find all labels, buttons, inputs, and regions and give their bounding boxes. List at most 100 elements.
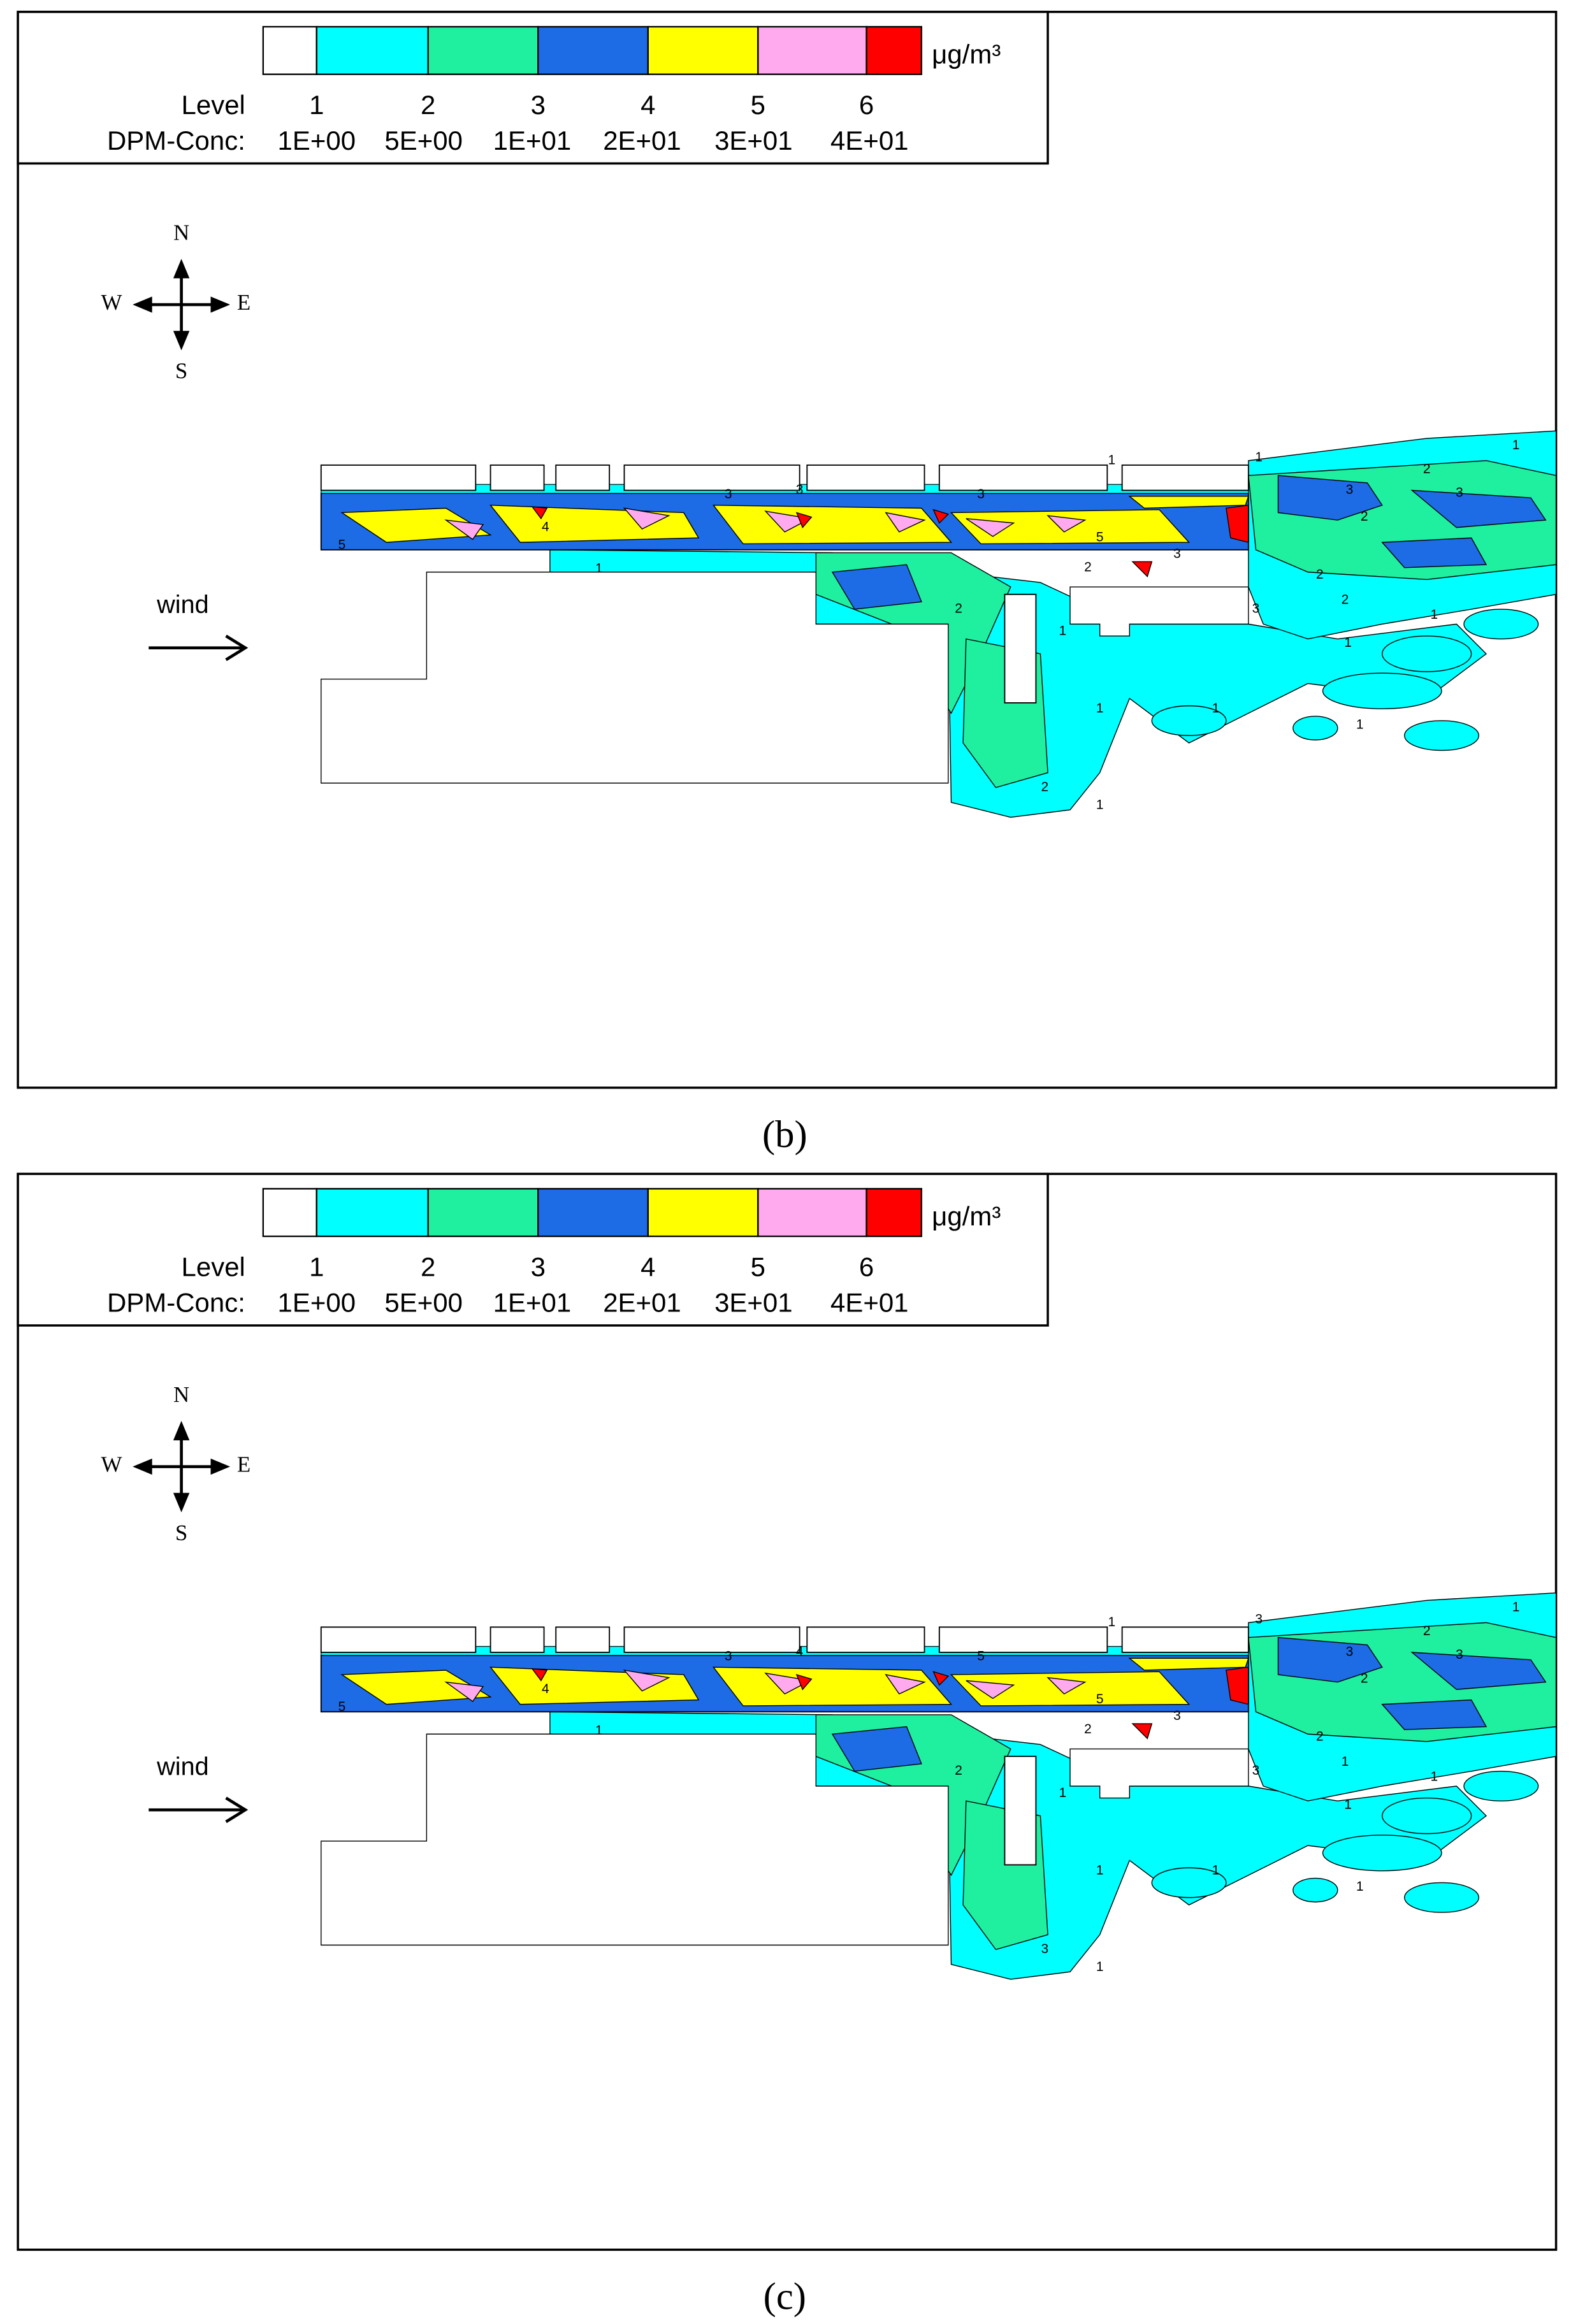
contour-label: 2 — [955, 1763, 962, 1778]
legend-swatch — [315, 1188, 429, 1238]
wind-arrow — [225, 1796, 249, 1823]
legend-swatch — [865, 25, 923, 75]
legend-conc: 3E+01 — [714, 1287, 793, 1317]
contour — [1381, 1699, 1488, 1730]
contour-label: 1 — [1431, 607, 1438, 622]
legend-swatch — [647, 1188, 759, 1238]
contour-label: 3 — [1346, 482, 1354, 497]
building — [1121, 1626, 1249, 1653]
contour-label: 5 — [338, 1700, 346, 1714]
contour-label: 5 — [338, 537, 346, 552]
contour — [831, 1726, 922, 1772]
contour — [1226, 1666, 1249, 1705]
contour — [1131, 561, 1153, 578]
contour-label: 3 — [1456, 1647, 1463, 1662]
compass-s: S — [175, 358, 187, 383]
contour-label: 3 — [1255, 1612, 1263, 1626]
contour — [531, 1668, 548, 1682]
contour — [444, 519, 484, 540]
caption: (b) — [762, 1113, 807, 1156]
contour-label: 4 — [796, 1645, 804, 1659]
compass-arrow — [210, 296, 231, 313]
contour-label: 1 — [595, 561, 603, 576]
building — [321, 572, 949, 784]
contour — [531, 506, 548, 520]
contour-label: 1 — [1356, 717, 1364, 732]
legend-swatch — [647, 25, 759, 75]
compass-n: N — [173, 1382, 189, 1407]
legend-swatch — [262, 1188, 317, 1238]
compass-arrow — [173, 259, 190, 278]
compass-arrow — [173, 331, 190, 350]
contour-label: 1 — [1255, 450, 1263, 465]
contour-label: 1 — [1096, 701, 1104, 716]
contour — [831, 564, 922, 610]
building — [555, 1626, 611, 1653]
building — [623, 1626, 800, 1653]
legend-swatch — [262, 25, 317, 75]
building — [321, 1733, 949, 1946]
legend-level: 4 — [641, 90, 655, 120]
contour — [1404, 720, 1480, 751]
contour — [623, 507, 670, 530]
contour — [1463, 609, 1539, 640]
wind-arrow — [225, 635, 249, 661]
contour — [1404, 1882, 1480, 1913]
contour-label: 3 — [725, 487, 732, 502]
compass-arrow — [173, 1420, 190, 1441]
building — [1121, 464, 1249, 491]
contour — [1463, 1770, 1539, 1801]
building — [623, 464, 800, 491]
contour-label: 1 — [1096, 1960, 1104, 1974]
contour-label: 2 — [1361, 509, 1368, 524]
contour — [1131, 1723, 1153, 1740]
building — [1004, 593, 1037, 704]
contour — [885, 1673, 926, 1695]
legend-swatch — [757, 1188, 867, 1238]
legend-conc: 1E+01 — [493, 126, 572, 155]
legend-conc: 2E+01 — [603, 1287, 681, 1317]
contour-label: 3 — [796, 482, 804, 497]
contour-label: 4 — [542, 1682, 549, 1696]
compass-arrow — [133, 1458, 152, 1475]
legend-level: 4 — [641, 1252, 655, 1281]
contour-label: 2 — [1041, 779, 1049, 794]
contour — [764, 510, 812, 533]
legend-level: 3 — [531, 1252, 546, 1281]
caption: (c) — [764, 2276, 806, 2318]
legend-level: 2 — [421, 1252, 435, 1281]
legend-level: 1 — [309, 1252, 324, 1281]
contour-label: 3 — [725, 1649, 732, 1664]
wind-label: wind — [156, 1752, 209, 1780]
contour-label: 1 — [595, 1723, 603, 1738]
contour-label: 1 — [1059, 624, 1067, 639]
legend-level: 1 — [309, 90, 324, 120]
legend-conc: 1E+01 — [493, 1287, 572, 1317]
legend-swatch — [315, 25, 429, 75]
contour — [1151, 705, 1227, 736]
legend-conc: 5E+00 — [384, 1287, 463, 1317]
contour-label: 2 — [1423, 461, 1431, 476]
building — [320, 464, 477, 491]
legend-swatch — [757, 25, 867, 75]
contour — [340, 1670, 492, 1705]
contour — [764, 1672, 812, 1695]
contour-label: 3 — [1456, 486, 1463, 500]
building — [1004, 1756, 1037, 1866]
legend-conc: 1E+00 — [278, 126, 356, 155]
contour — [1277, 1636, 1383, 1683]
contour-label: 1 — [1059, 1786, 1067, 1800]
contour — [1277, 475, 1383, 521]
legend-level: 5 — [751, 1252, 765, 1281]
legend-level: 6 — [859, 90, 874, 120]
contour-label: 2 — [1342, 593, 1349, 607]
contour-label: 4 — [542, 519, 549, 534]
legend-level: 2 — [421, 90, 435, 120]
contour-label: 3 — [1173, 546, 1181, 561]
contour-label: 1 — [1212, 701, 1220, 716]
contour-label: 1 — [1344, 635, 1352, 650]
contour — [1382, 635, 1472, 672]
